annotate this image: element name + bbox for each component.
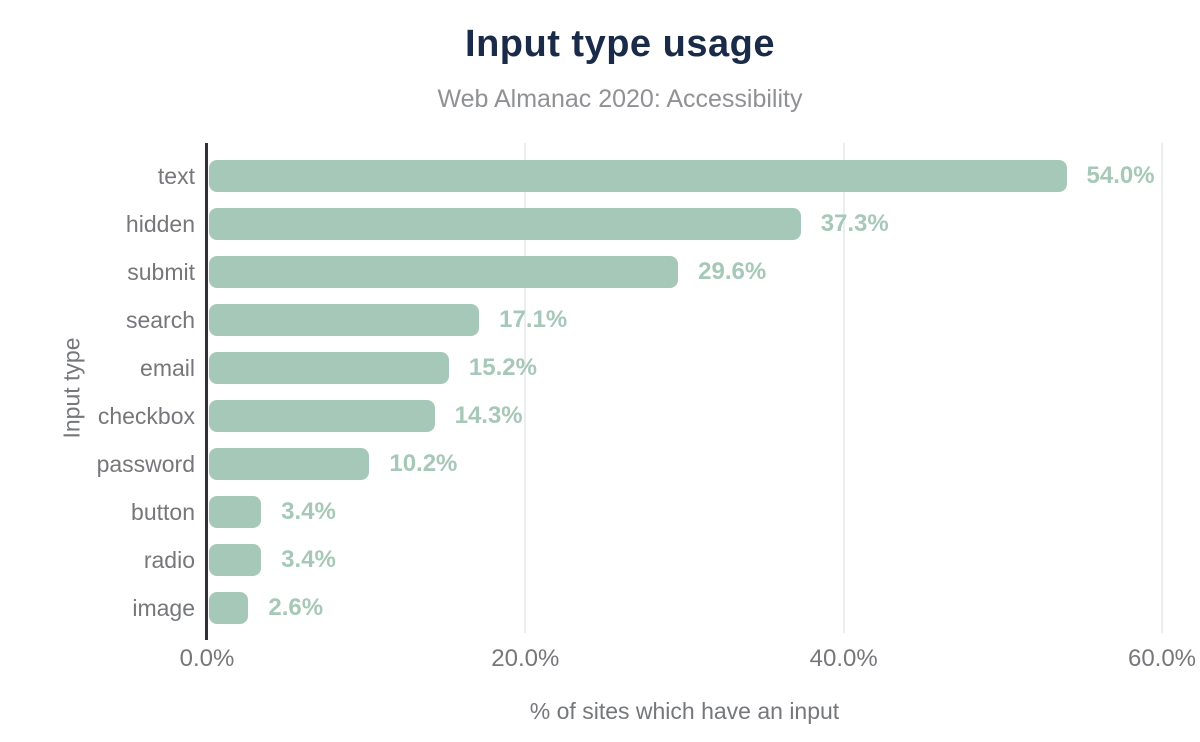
value-label-image: 2.6%	[268, 594, 324, 621]
value-label-submit: 29.6%	[698, 258, 767, 285]
category-label-email: email	[140, 355, 195, 381]
value-label-password: 10.2%	[389, 450, 458, 477]
value-label-search: 17.1%	[499, 306, 568, 333]
value-label-email: 15.2%	[468, 354, 537, 381]
category-label-password: password	[96, 451, 195, 477]
x-axis-title: % of sites which have an input	[529, 698, 840, 724]
category-label-search: search	[125, 307, 195, 333]
gridline	[524, 143, 527, 633]
category-label-radio: radio	[143, 547, 195, 573]
bar-submit[interactable]	[209, 256, 679, 288]
y-axis-line	[205, 143, 208, 640]
gridline	[842, 143, 845, 633]
category-label-hidden: hidden	[125, 211, 195, 237]
gridline	[1161, 143, 1163, 633]
value-label-hidden: 37.3%	[820, 210, 889, 237]
bar-email[interactable]	[209, 352, 449, 384]
value-label-button: 3.4%	[281, 498, 336, 525]
bar-search[interactable]	[209, 304, 480, 336]
bar-radio[interactable]	[209, 544, 262, 576]
x-tick-20.0%: 20.0%	[491, 645, 560, 672]
category-label-checkbox: checkbox	[97, 403, 195, 429]
bar-text[interactable]	[209, 160, 1067, 192]
category-label-image: image	[132, 595, 195, 621]
bar-password[interactable]	[209, 448, 370, 480]
category-label-button: button	[131, 499, 195, 525]
category-label-text: text	[157, 163, 195, 189]
chart-subtitle: Web Almanac 2020: Accessibility	[437, 85, 803, 113]
category-label-submit: submit	[127, 259, 195, 285]
plot-area: 54.0% 37.3% 29.6% 17.1% 15.2% 14.3% 10.2% 3.4% 3…	[205, 143, 1163, 640]
bar-image[interactable]	[209, 592, 249, 624]
bar-checkbox[interactable]	[209, 400, 435, 432]
value-label-radio: 3.4%	[281, 546, 336, 573]
x-tick-60.0%: 60.0%	[1127, 645, 1197, 672]
value-label-checkbox: 14.3%	[454, 402, 523, 429]
bar-button[interactable]	[209, 496, 262, 528]
bar-hidden[interactable]	[209, 208, 801, 240]
value-label-text: 54.0%	[1086, 162, 1155, 189]
x-tick-0.0%: 0.0%	[179, 645, 235, 672]
chart-title: Input type usage	[465, 23, 775, 65]
x-tick-40.0%: 40.0%	[809, 645, 878, 672]
